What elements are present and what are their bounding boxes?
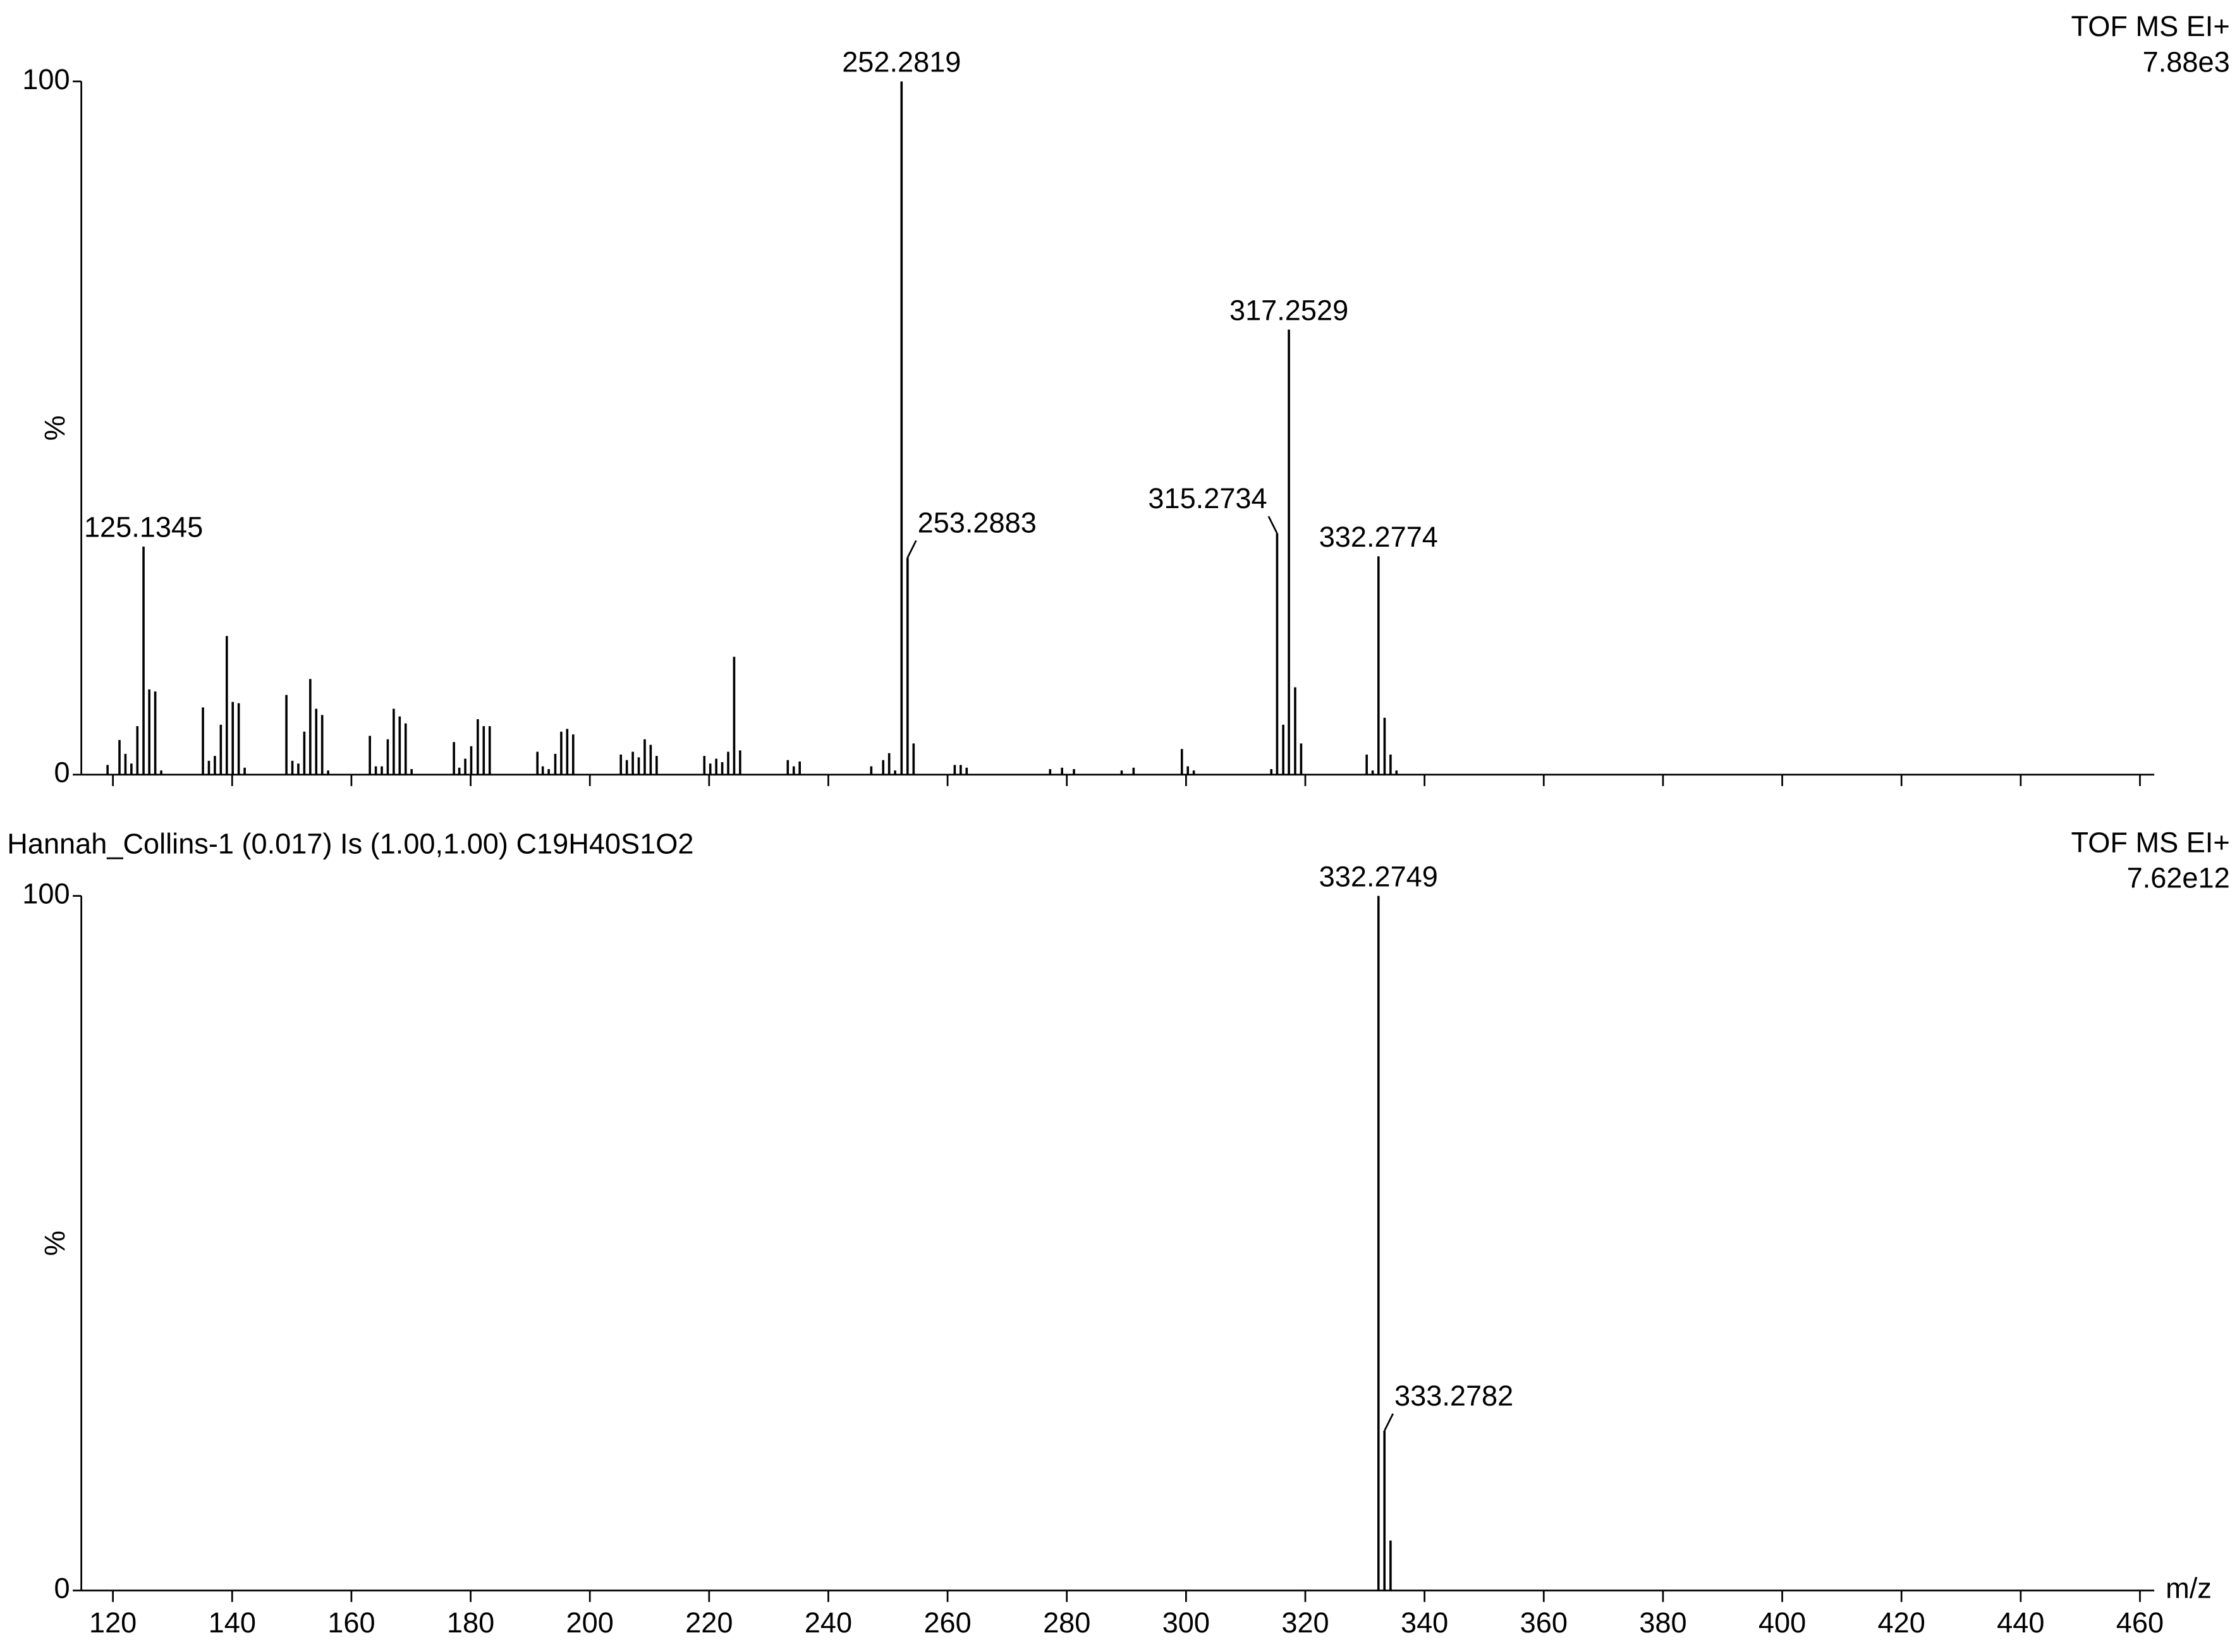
peak-label: 253.2883 <box>918 506 1037 538</box>
peak-label: 333.2782 <box>1394 1380 1513 1412</box>
y-tick-label: 0 <box>54 756 70 789</box>
x-tick-label: 240 <box>805 1606 852 1639</box>
x-tick-label: 340 <box>1401 1606 1448 1639</box>
label-leader <box>1384 1413 1394 1431</box>
x-tick-label: 360 <box>1520 1606 1568 1639</box>
intensity-label: 7.62e12 <box>2127 862 2230 894</box>
label-leader <box>906 540 917 559</box>
x-tick-label: 160 <box>327 1606 375 1639</box>
y-tick-label: 100 <box>22 878 70 910</box>
intensity-label: 7.88e3 <box>2143 46 2230 78</box>
x-tick-label: 320 <box>1281 1606 1329 1639</box>
instrument-label: TOF MS EI+ <box>2071 826 2230 858</box>
y-tick-label: 0 <box>54 1572 70 1605</box>
x-tick-label: 220 <box>685 1606 733 1639</box>
x-tick-label: 400 <box>1759 1606 1806 1639</box>
x-tick-label: 460 <box>2116 1606 2164 1639</box>
peak-label: 252.2819 <box>842 46 961 78</box>
x-tick-label: 280 <box>1043 1606 1090 1639</box>
x-tick-label: 380 <box>1639 1606 1686 1639</box>
y-axis-label: % <box>39 1230 71 1256</box>
label-leader <box>1267 516 1278 534</box>
peak-label: 332.2774 <box>1319 521 1438 553</box>
x-tick-label: 200 <box>566 1606 614 1639</box>
y-tick-label: 100 <box>22 63 70 95</box>
spectrum-title: Hannah_Collins-1 (0.017) Is (1.00,1.00) … <box>7 828 693 860</box>
y-axis-label: % <box>39 415 71 440</box>
peak-label: 332.2749 <box>1319 860 1438 892</box>
instrument-label: TOF MS EI+ <box>2071 10 2230 42</box>
x-tick-label: 440 <box>1997 1606 2044 1639</box>
peak-label: 125.1345 <box>84 511 203 544</box>
x-tick-label: 300 <box>1162 1606 1210 1639</box>
x-axis-label: m/z <box>2166 1572 2212 1605</box>
x-tick-label: 420 <box>1878 1606 1925 1639</box>
x-tick-label: 180 <box>447 1606 494 1639</box>
peak-label: 317.2529 <box>1229 294 1348 326</box>
peak-label: 315.2734 <box>1148 482 1267 514</box>
x-tick-label: 260 <box>923 1606 971 1639</box>
x-tick-label: 140 <box>209 1606 256 1639</box>
x-tick-label: 120 <box>89 1606 137 1639</box>
